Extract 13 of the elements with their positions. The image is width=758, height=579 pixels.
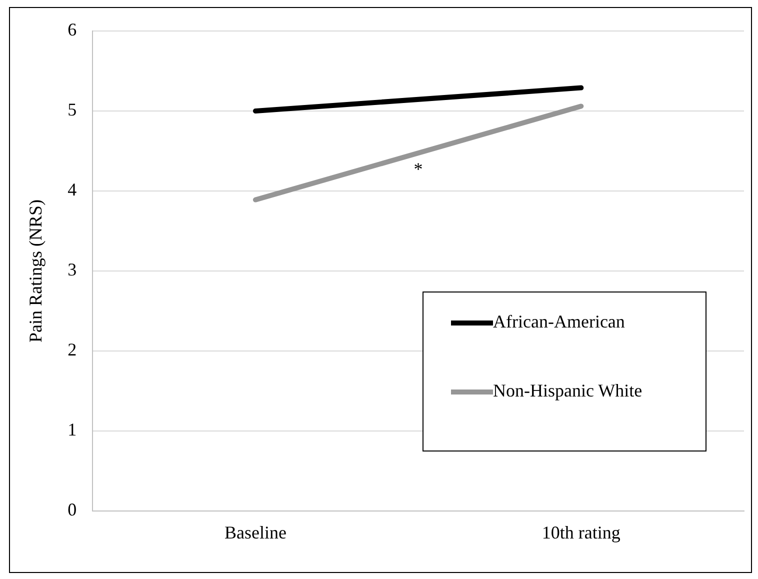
- y-tick-label: 4: [68, 180, 77, 200]
- legend-label: Non-Hispanic White: [493, 380, 642, 401]
- y-tick-label: 6: [68, 20, 77, 40]
- y-axis-title: Pain Ratings (NRS): [26, 199, 46, 343]
- y-tick-label: 5: [68, 100, 77, 120]
- y-tick-label: 0: [68, 500, 77, 520]
- y-tick-label: 2: [68, 340, 77, 360]
- y-tick-label: 1: [68, 420, 77, 440]
- y-tick-label: 3: [68, 260, 77, 280]
- x-tick-label: 10th rating: [542, 522, 620, 543]
- annotation: *: [414, 158, 423, 179]
- x-tick-label: Baseline: [224, 522, 286, 543]
- legend-label: African-American: [493, 312, 625, 332]
